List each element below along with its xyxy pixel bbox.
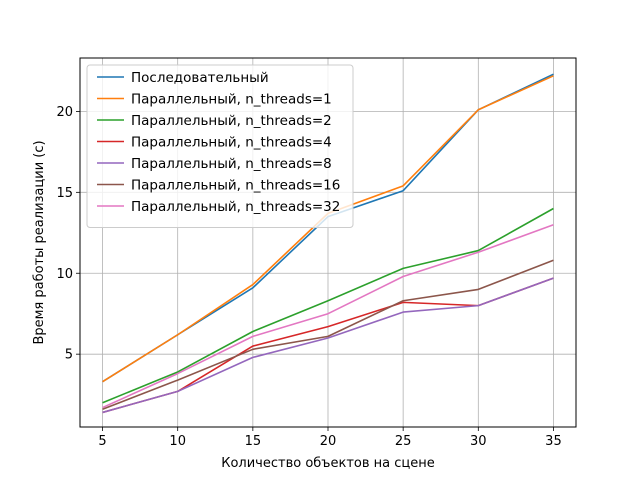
legend-label: Последовательный bbox=[131, 70, 269, 86]
x-tick-label: 10 bbox=[169, 434, 186, 449]
legend: Последовательный Параллельный, n_threads=… bbox=[86, 64, 354, 228]
series-line-7 bbox=[102, 223, 554, 409]
legend-label: Параллельный, n_threads=32 bbox=[131, 199, 340, 215]
legend-label: Параллельный, n_threads=16 bbox=[131, 178, 340, 194]
x-tick-label: 25 bbox=[395, 434, 412, 449]
series-line-3 bbox=[102, 207, 554, 404]
legend-label: Параллельный, n_threads=1 bbox=[131, 92, 332, 108]
y-axis-label: Время работы реализации (с) bbox=[32, 140, 47, 344]
y-tick-label: 5 bbox=[65, 348, 73, 363]
x-tick-label: 30 bbox=[470, 434, 487, 449]
axis-ticks: 5 10 15 20 25 30 35 5 10 15 20 bbox=[56, 105, 561, 449]
legend-label: Параллельный, n_threads=8 bbox=[131, 156, 332, 172]
x-tick-label: 20 bbox=[320, 434, 337, 449]
x-axis-label: Количество объектов на сцене bbox=[221, 456, 435, 471]
y-tick-label: 20 bbox=[56, 105, 73, 120]
x-tick-label: 5 bbox=[98, 434, 106, 449]
x-tick-label: 15 bbox=[245, 434, 262, 449]
legend-label: Параллельный, n_threads=4 bbox=[131, 135, 332, 151]
y-tick-label: 15 bbox=[56, 186, 73, 201]
series-line-5 bbox=[102, 277, 554, 414]
legend-box bbox=[86, 64, 354, 228]
y-tick-label: 10 bbox=[56, 267, 73, 282]
x-tick-label: 35 bbox=[545, 434, 562, 449]
series-line-6 bbox=[102, 259, 554, 410]
legend-label: Параллельный, n_threads=2 bbox=[131, 113, 332, 129]
